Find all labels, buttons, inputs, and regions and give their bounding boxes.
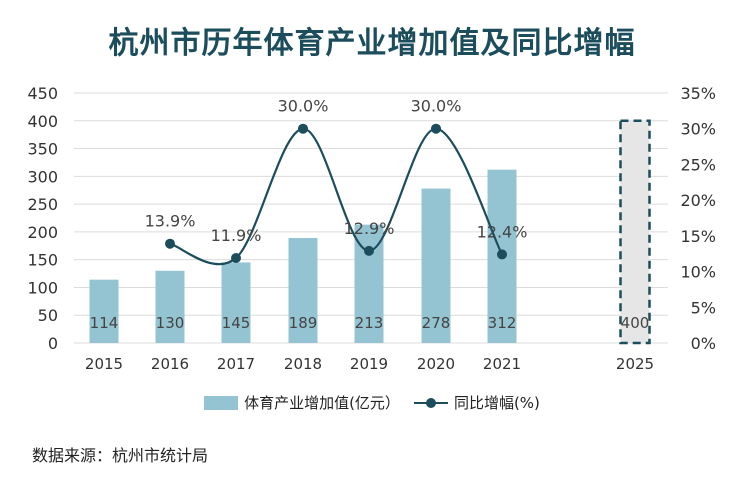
legend-item-line: 同比增幅(%) [413, 392, 540, 413]
bar [221, 262, 251, 343]
legend-item-bar: 体育产业增加值(亿元） [204, 392, 400, 413]
y-left-tick-label: 0 [48, 334, 58, 353]
y-right-tick-label: 5% [691, 298, 716, 317]
x-tick-label: 2015 [85, 355, 123, 373]
bar [155, 270, 185, 343]
growth-data-label: 30.0% [411, 97, 462, 116]
y-right-tick-label: 0% [691, 334, 716, 353]
growth-point [165, 238, 175, 249]
growth-data-label: 13.9% [145, 212, 196, 231]
bar-value-label: 130 [156, 314, 185, 332]
legend-bar-label: 体育产业增加值(亿元） [244, 394, 400, 412]
y-right-tick-label: 30% [680, 120, 716, 139]
bar-value-label: 189 [289, 314, 318, 332]
x-tick-label: 2017 [217, 355, 255, 373]
growth-data-label: 30.0% [278, 97, 329, 116]
y-left-tick-label: 350 [27, 140, 58, 159]
bar-value-label: 114 [90, 314, 119, 332]
y-left-tick-label: 450 [27, 84, 58, 103]
y-left-tick-label: 250 [27, 195, 58, 214]
x-tick-label: 2025 [616, 355, 654, 373]
bar [421, 188, 451, 343]
growth-point [298, 123, 308, 134]
x-tick-label: 2021 [483, 355, 521, 373]
y-left-tick-label: 400 [27, 112, 58, 131]
y-right-tick-label: 20% [680, 191, 716, 210]
growth-data-label: 11.9% [211, 226, 262, 245]
legend-line-label: 同比增幅(%) [453, 394, 540, 412]
growth-point [231, 253, 241, 263]
bar-value-label: 213 [355, 314, 384, 332]
y-right-tick-label: 25% [680, 155, 716, 174]
y-left-tick-label: 150 [27, 251, 58, 270]
legend-line-swatch [413, 396, 448, 410]
y-right-tick-label: 15% [680, 227, 716, 246]
source-note: 数据来源：杭州市统计局 [32, 446, 209, 465]
bar [89, 279, 119, 343]
bar-value-label: 145 [222, 314, 251, 332]
growth-data-label: 12.4% [477, 222, 528, 241]
growth-point [497, 249, 507, 260]
x-tick-label: 2019 [350, 355, 388, 373]
y-left-tick-label: 200 [27, 223, 58, 242]
bar-value-label: 312 [488, 314, 517, 332]
x-tick-label: 2018 [284, 355, 322, 373]
y-left-tick-label: 100 [27, 278, 58, 297]
bar-projected [619, 119, 651, 345]
growth-point [364, 245, 374, 256]
growth-point [431, 123, 441, 134]
y-left-tick-label: 50 [38, 306, 58, 325]
y-left-tick-label: 300 [27, 167, 58, 186]
x-tick-label: 2020 [417, 355, 455, 373]
y-right-tick-label: 35% [680, 84, 716, 103]
x-tick-label: 2016 [151, 355, 189, 373]
chart-title: 杭州市历年体育产业增加值及同比增幅 [108, 26, 636, 61]
bar-value-label: 278 [422, 314, 451, 332]
bar [288, 238, 318, 343]
legend-bar-swatch [204, 395, 239, 410]
legend: 体育产业增加值(亿元） 同比增幅(%) [0, 392, 744, 413]
y-right-tick-label: 10% [680, 263, 716, 282]
growth-data-label: 12.9% [344, 219, 395, 238]
bar-value-label: 400 [621, 314, 650, 332]
